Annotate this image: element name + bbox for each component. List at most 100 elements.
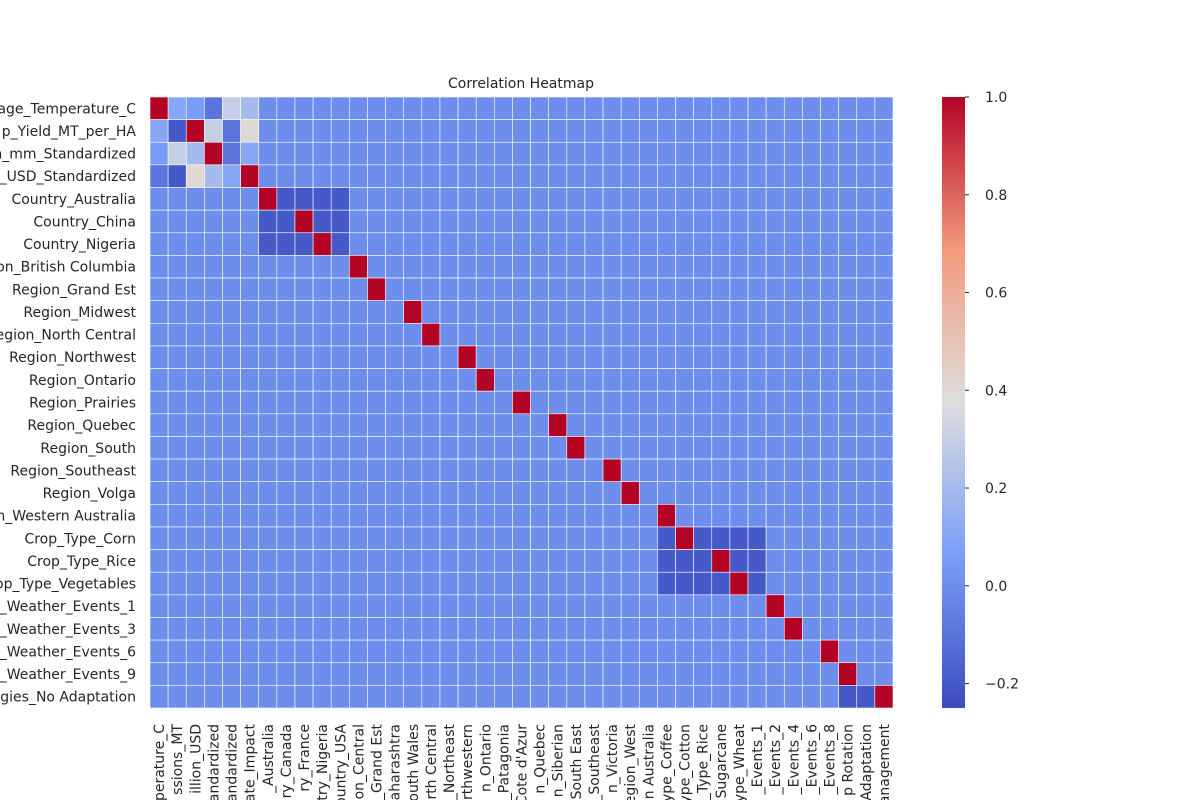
heatmap-cell [403,164,423,188]
heatmap-cell [620,436,640,460]
heatmap-cell [638,345,658,369]
heatmap-cell [566,685,586,709]
x-tick-label: _Events_8 [823,724,839,795]
heatmap-cell [530,481,549,505]
heatmap-cell [548,368,568,392]
heatmap-cell [602,232,622,256]
heatmap-cell [294,594,314,618]
heatmap-cell [403,345,423,369]
x-tick-label: anagement [877,724,893,800]
heatmap-cell [149,639,169,664]
heatmap-cell [258,300,278,324]
x-tick-label: _Southeast [587,723,603,800]
heatmap-cell [385,504,405,528]
heatmap-cell [783,345,803,369]
heatmap-cell [475,232,495,256]
heatmap-cell [512,164,531,188]
heatmap-cell [403,96,423,120]
x-tick-label: n Australia [641,724,657,799]
heatmap-cell [385,277,405,301]
heatmap-cell [240,187,260,211]
heatmap-cell [421,345,441,369]
heatmap-cell [349,390,368,415]
heatmap-cell [240,413,260,437]
heatmap-cell [276,639,296,664]
heatmap-cell [638,617,658,641]
heatmap-cell [729,187,749,211]
heatmap-cell [838,594,858,618]
heatmap-cell [439,345,459,369]
heatmap-cell [312,617,332,641]
heatmap-cell [548,141,568,166]
heatmap-cell [457,571,477,596]
heatmap-cell [204,594,223,618]
heatmap-cell [494,255,513,279]
heatmap-cell [222,504,241,528]
heatmap-cell [185,300,205,324]
heatmap-cell [475,685,495,709]
heatmap-cell [638,549,658,573]
heatmap-cell [349,504,368,528]
heatmap-cell [566,164,586,188]
y-tick-label: Country_China [33,214,136,230]
heatmap-cell [874,436,894,460]
heatmap-cell [638,141,658,166]
heatmap-cell [530,322,549,347]
heatmap-cell [856,300,876,324]
heatmap-cell [276,390,296,415]
heatmap-cell [729,232,749,256]
heatmap-cell [638,685,658,709]
heatmap-cell [403,322,423,347]
heatmap-cell [403,549,423,573]
heatmap-cell [439,436,459,460]
heatmap-cell [548,232,568,256]
heatmap-cell [802,504,821,528]
heatmap-cell [657,255,676,279]
heatmap-cell [475,458,495,483]
heatmap-cell [167,436,187,460]
heatmap-cell [729,685,749,709]
heatmap-cell [548,345,568,369]
heatmap-cell [512,96,531,120]
heatmap-cell [294,322,314,347]
heatmap-cell [222,481,241,505]
heatmap-cell [584,209,604,234]
heatmap-cell [802,413,821,437]
x-tick-label: n_Siberian [551,724,567,797]
heatmap-cell [475,390,495,415]
heatmap-cell [838,617,858,641]
x-tick-label: _Events_1 [750,724,766,795]
heatmap-cell [349,639,368,664]
heatmap-cell [494,141,513,166]
heatmap-cell [675,277,694,301]
heatmap-cell [258,504,278,528]
heatmap-cell [838,504,858,528]
heatmap-cell [530,639,549,664]
heatmap-cell [620,526,640,550]
heatmap-cell [802,685,821,709]
y-tick-label: n_mm_Standardized [0,147,136,163]
heatmap-cell [167,187,187,211]
heatmap-cell [294,255,314,279]
heatmap-cell [548,164,568,188]
heatmap-cell [838,639,858,664]
heatmap-cell [222,617,241,641]
heatmap-cell [602,368,622,392]
heatmap-cell [783,662,803,686]
heatmap-cell [747,368,767,392]
heatmap-cell [475,504,495,528]
heatmap-cell [802,368,821,392]
heatmap-cell [820,300,839,324]
heatmap-cell [566,639,586,664]
heatmap-cell [602,164,622,188]
heatmap-cell [439,504,459,528]
heatmap-cell [638,571,658,596]
heatmap-cell [457,458,477,483]
heatmap-cell [222,96,241,120]
heatmap-cell [747,322,767,347]
y-tick-label: _USD_Standardized [0,169,136,185]
heatmap-cell [421,390,441,415]
heatmap-cell [385,685,405,709]
heatmap-cell [783,141,803,166]
heatmap-cell [204,390,223,415]
